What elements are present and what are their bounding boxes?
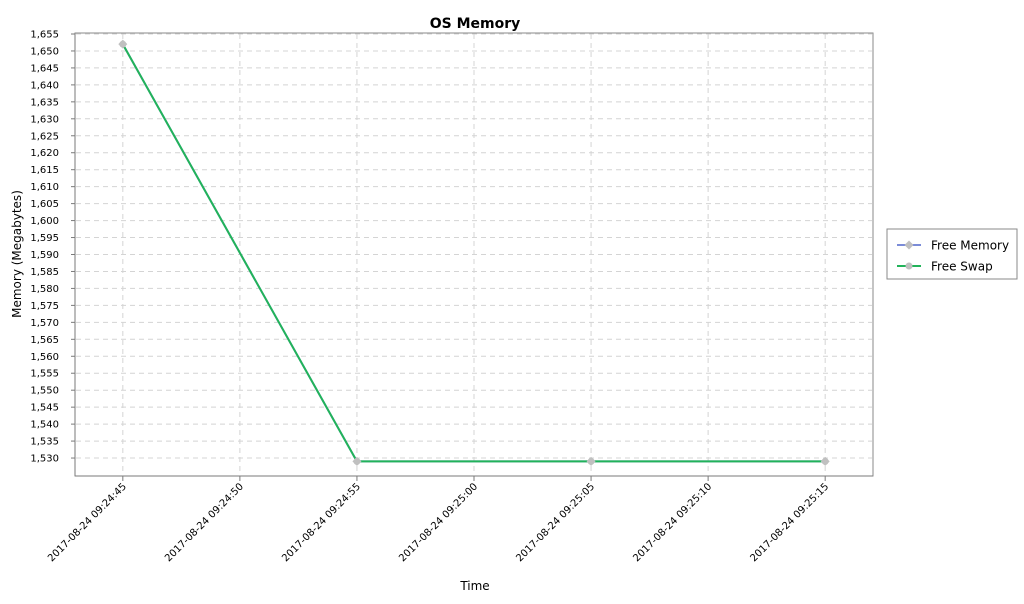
series-line-free-swap (121, 43, 826, 463)
y-tick-label: 1,540 (30, 420, 59, 431)
legend-label: Free Memory (931, 239, 1009, 253)
y-tick-label: 1,575 (30, 301, 59, 312)
y-tick-label: 1,595 (30, 233, 59, 244)
y-tick-label: 1,600 (30, 216, 59, 227)
y-tick-label: 1,535 (30, 437, 59, 448)
y-tick-label: 1,650 (30, 46, 59, 57)
y-tick-label: 1,645 (30, 63, 59, 74)
y-tick-label: 1,635 (30, 97, 59, 108)
legend-swatch-marker (905, 262, 913, 270)
y-tick-label: 1,555 (30, 369, 59, 380)
y-tick-label: 1,530 (30, 454, 59, 465)
y-tick-label: 1,620 (30, 148, 59, 159)
x-tick-label: 2017-08-24 09:24:45 (46, 481, 129, 564)
y-tick-label: 1,565 (30, 335, 59, 346)
y-tick-label: 1,550 (30, 386, 59, 397)
y-tick-label: 1,560 (30, 352, 59, 363)
y-tick-label: 1,605 (30, 199, 59, 210)
chart-title: OS Memory (430, 16, 521, 32)
y-tick-label: 1,545 (30, 403, 59, 414)
x-tick-label: 2017-08-24 09:25:05 (514, 481, 597, 564)
data-point-marker (119, 40, 127, 48)
y-tick-label: 1,570 (30, 318, 59, 329)
x-tick-label: 2017-08-24 09:25:10 (631, 481, 714, 564)
legend-label: Free Swap (931, 260, 993, 274)
data-point-marker (353, 457, 361, 465)
legend-items: Free Memory Free Swap (897, 239, 1009, 274)
legend-swatch-marker (904, 240, 914, 250)
axes: 1,530 1,535 1,540 1,545 1,550 1,555 1,560 1,565… (30, 30, 873, 564)
x-tick-label: 2017-08-24 09:25:00 (397, 481, 480, 564)
y-tick-label: 1,610 (30, 182, 59, 193)
data-point-marker (587, 457, 595, 465)
data-markers (118, 39, 830, 466)
x-tick-label: 2017-08-24 09:24:50 (163, 481, 246, 564)
y-axis-title: Memory (Megabytes) (10, 190, 24, 318)
y-tick-label: 1,655 (30, 30, 59, 41)
y-tick-label: 1,585 (30, 267, 59, 278)
y-tick-label: 1,640 (30, 80, 59, 91)
x-tick-label: 2017-08-24 09:24:55 (280, 481, 363, 564)
x-tick-label: 2017-08-24 09:25:15 (748, 481, 831, 564)
data-series (121, 43, 826, 463)
y-tick-label: 1,625 (30, 131, 59, 142)
y-tick-label: 1,615 (30, 165, 59, 176)
grid-lines (76, 33, 872, 475)
y-tick-label: 1,590 (30, 250, 59, 261)
legend-box (886, 228, 1018, 280)
legend: Free Memory Free Swap (886, 228, 1018, 280)
data-point-marker (821, 457, 829, 465)
y-tick-label: 1,580 (30, 284, 59, 295)
x-axis-title: Time (459, 579, 489, 593)
y-tick-label: 1,630 (30, 114, 59, 125)
